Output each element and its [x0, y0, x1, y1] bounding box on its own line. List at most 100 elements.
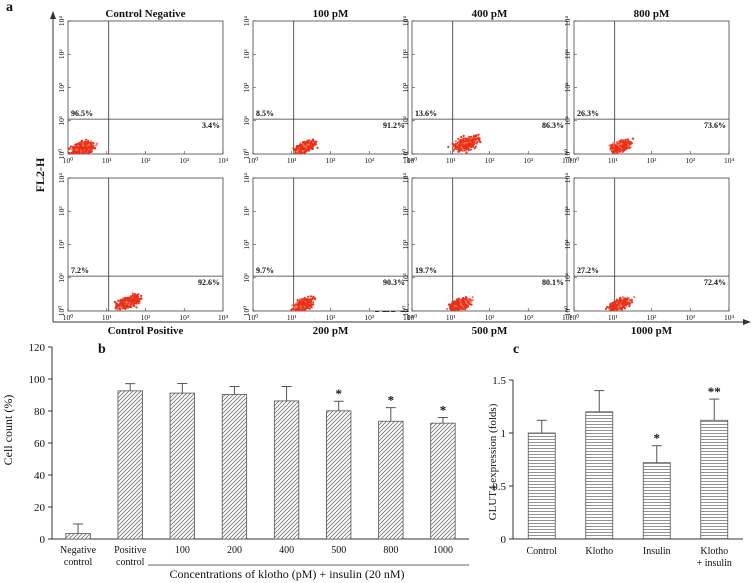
y-tick-label: 10² — [57, 82, 66, 93]
scatter-point — [451, 142, 454, 145]
panel-c-bar-chart: GLUT4 expression (folds) 0 0.5 1 1.5 Control… — [487, 375, 743, 569]
scatter-point — [297, 149, 300, 152]
x-tick-label: 10¹ — [608, 313, 618, 322]
scatter-point — [298, 308, 301, 311]
y-tick-label: 0 — [501, 534, 507, 546]
bar — [117, 390, 143, 540]
y-tick-label: 10³ — [563, 49, 572, 60]
scatter-point — [457, 302, 460, 306]
category-label: + insulin — [697, 558, 732, 569]
scatter-point — [617, 143, 620, 146]
scatter-point — [87, 151, 90, 155]
x-tick-label: 10⁴ — [724, 313, 735, 322]
scatter-point — [619, 140, 622, 143]
scatter-point — [621, 301, 624, 305]
scatter-point — [454, 301, 457, 305]
scatter-point — [310, 298, 313, 301]
scatter-point — [466, 146, 469, 149]
scatter-point — [303, 140, 306, 143]
scatter-point — [88, 145, 91, 148]
fcm-plot-title: 500 pM — [472, 325, 508, 337]
scatter-point — [622, 142, 625, 145]
scatter-point — [622, 139, 625, 142]
x-tick-label: 10¹ — [287, 156, 297, 165]
scatter-point — [628, 147, 631, 150]
fcm-plot-title: 100 pM — [313, 8, 349, 20]
scatter-point — [94, 147, 97, 150]
scatter-point — [138, 302, 141, 305]
scatter-point — [304, 149, 307, 152]
bar — [273, 400, 300, 540]
scatter-point — [68, 147, 71, 150]
quadrant-right-percent: 72.4% — [704, 278, 726, 287]
scatter-point — [134, 301, 137, 304]
y-tick-label: 80 — [34, 406, 46, 418]
bar — [527, 432, 556, 540]
scatter-point — [450, 308, 453, 312]
y-tick-label: 10¹ — [57, 116, 66, 126]
scatter-point — [462, 301, 466, 304]
x-tick-label: 10² — [141, 313, 152, 322]
panel-c-y-label: GLUT4 expression (folds) — [487, 403, 499, 520]
scatter-point — [453, 143, 456, 146]
scatter-point — [290, 308, 293, 312]
y-tick-label: 10⁰ — [401, 149, 410, 160]
fcm-plot: 10⁰10⁰10¹10¹10²10²10³10³10⁴10⁴9.7%90.3%2… — [242, 173, 413, 337]
quadrant-left-percent: 26.3% — [577, 109, 599, 118]
y-tick-label: 10¹ — [242, 273, 251, 283]
category-label: 1000 — [433, 545, 453, 556]
y-tick-label: 10⁴ — [242, 173, 251, 184]
scatter-point — [451, 304, 454, 307]
scatter-point — [300, 302, 304, 305]
scatter-point — [607, 307, 610, 310]
scatter-point — [312, 295, 315, 298]
category-label: Negative — [60, 545, 97, 556]
y-tick-label: 10⁰ — [57, 306, 66, 317]
scatter-point — [116, 308, 119, 311]
scatter-point — [633, 295, 636, 298]
y-tick-label: 10⁴ — [401, 173, 410, 184]
scatter-point — [121, 305, 124, 308]
scatter-point — [618, 301, 621, 304]
scatter-points — [292, 138, 319, 155]
y-tick-label: 60 — [34, 438, 46, 450]
scatter-point — [301, 305, 304, 308]
scatter-point — [87, 140, 90, 143]
bar — [169, 392, 195, 540]
scatter-point — [130, 298, 133, 301]
scatter-point — [452, 300, 455, 303]
quadrant-left-percent: 9.7% — [256, 266, 274, 275]
scatter-point — [465, 151, 468, 155]
scatter-point — [609, 303, 612, 306]
bar — [378, 420, 404, 540]
scatter-point — [123, 304, 126, 307]
y-tick-label: 10³ — [57, 49, 66, 60]
scatter-point — [127, 300, 130, 303]
scatter-point — [457, 137, 460, 140]
scatter-point — [467, 301, 470, 304]
scatter-points — [113, 292, 143, 311]
scatter-point — [309, 301, 312, 304]
panel-b-y-label: Cell count (%) — [1, 395, 15, 466]
y-tick-label: 20 — [34, 502, 46, 514]
scatter-point — [474, 134, 477, 137]
y-tick-label: 120 — [29, 342, 46, 354]
scatter-point — [92, 142, 95, 145]
scatter-point — [297, 304, 301, 307]
y-tick-label: 10⁴ — [57, 16, 66, 27]
y-tick-label: 1.5 — [492, 375, 506, 387]
scatter-point — [125, 300, 128, 304]
y-tick-label: 1 — [501, 428, 507, 440]
scatter-point — [460, 305, 463, 309]
scatter-point — [75, 148, 78, 151]
scatter-point — [618, 297, 622, 300]
panel-a: FL2-H FL1-H 10⁰10⁰10¹10¹10²10²10³10³10⁴1… — [33, 8, 751, 337]
category-label: 100 — [175, 545, 190, 556]
scatter-point — [625, 144, 629, 147]
scatter-point — [450, 302, 454, 305]
scatter-point — [133, 298, 136, 301]
category-label: Klotho — [585, 546, 613, 557]
scatter-point — [128, 303, 131, 306]
category-label: 800 — [383, 545, 398, 556]
scatter-point — [454, 140, 457, 143]
